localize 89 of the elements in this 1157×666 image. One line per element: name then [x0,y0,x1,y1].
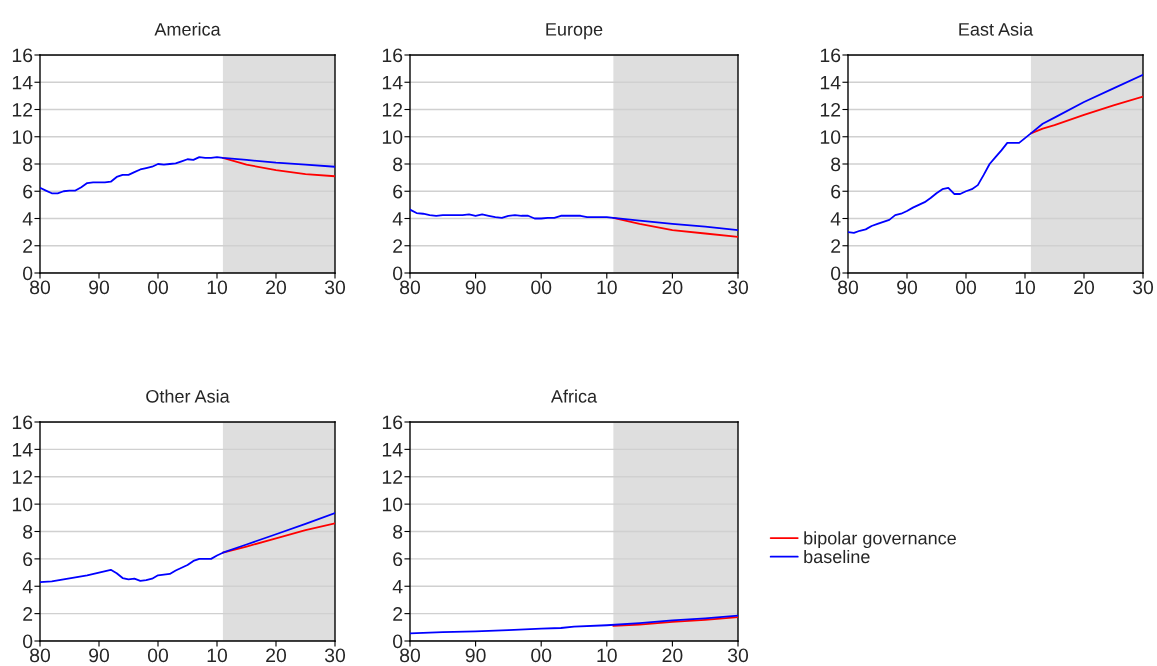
x-tick-label: 20 [662,648,683,663]
y-tick-label: 14 [382,443,403,457]
line-series [612,616,738,627]
y-tick-label: 0 [831,266,841,281]
x-tick-label: 20 [266,648,287,663]
line-series [1029,95,1143,135]
y-tick-label: 8 [393,524,403,539]
x-tick-label: 30 [727,648,749,663]
x-tick-label: 00 [147,280,169,295]
x-tick-label: 00 [955,280,977,295]
y-tick-label: 8 [23,524,33,539]
y-tick-label: 14 [382,75,403,90]
x-tick-label: 00 [531,280,552,295]
y-tick-label: 4 [830,212,841,226]
x-tick-label: 20 [662,280,683,295]
y-tick-label: 6 [393,184,403,199]
x-tick-label: 90 [897,280,918,295]
x-tick-label: 90 [89,280,110,295]
x-tick-label: 10 [597,280,617,295]
y-tick-label: 8 [831,157,841,172]
y-tick-label: 16 [820,48,841,63]
y-tick-label: 14 [12,75,33,90]
line-series [410,208,738,231]
y-tick-label: 12 [820,102,841,117]
x-tick-label: 30 [727,280,749,295]
y-tick-label: 12 [12,102,33,117]
y-tick-label: 8 [23,157,33,172]
y-tick-label: 6 [393,552,403,567]
y-tick-label: 2 [23,239,33,253]
x-tick-label: 00 [531,648,552,663]
y-tick-label: 16 [382,415,403,430]
x-tick-label: 80 [30,280,51,295]
y-tick-label: 2 [831,239,841,253]
x-tick-label: 90 [89,648,110,663]
line-series [40,156,335,195]
x-tick-label: 30 [324,280,346,295]
x-tick-label: 20 [1074,280,1095,295]
x-tick-label: 10 [597,648,617,663]
y-tick-label: 0 [393,634,403,649]
y-tick-label: 16 [12,415,33,430]
y-tick-label: 6 [23,184,33,199]
chart-title: Other Asia [146,389,230,403]
chart-title: America [154,22,221,36]
x-tick-label: 20 [266,280,287,295]
y-tick-label: 2 [393,607,403,621]
y-tick-label: 12 [382,102,403,117]
y-tick-label: 4 [22,579,33,594]
x-tick-label: 10 [207,648,228,663]
x-tick-label: 80 [30,648,51,663]
x-tick-label: 30 [1132,280,1154,295]
x-tick-label: 00 [147,648,169,663]
y-tick-label: 2 [23,607,33,621]
chart-title: Africa [550,389,598,403]
x-tick-label: 80 [400,280,421,295]
x-tick-label: 80 [838,280,859,295]
y-tick-label: 4 [392,579,403,594]
x-tick-label: 90 [465,648,486,663]
line-series [848,73,1143,234]
y-tick-label: 16 [382,48,403,63]
y-tick-label: 6 [23,552,33,567]
chart-title: Europe [546,23,603,40]
legend-label: bipolar governance [804,531,956,549]
y-tick-label: 10 [12,497,33,512]
x-tick-label: 10 [207,280,228,295]
x-tick-label: 90 [465,280,486,295]
x-tick-label: 80 [400,648,421,663]
y-tick-label: 12 [12,470,33,484]
y-tick-label: 10 [12,130,33,144]
y-tick-label: 16 [12,48,33,63]
y-tick-label: 4 [22,212,33,226]
y-tick-label: 10 [382,497,403,512]
y-tick-label: 0 [393,266,403,281]
y-tick-label: 4 [392,212,403,226]
x-tick-label: 10 [1015,280,1036,295]
line-series [410,614,738,635]
y-tick-label: 2 [393,239,403,253]
y-tick-label: 14 [12,443,33,457]
x-tick-label: 30 [324,648,346,663]
y-tick-label: 0 [23,266,33,281]
y-tick-label: 6 [831,184,841,199]
y-tick-label: 10 [820,130,841,144]
y-tick-label: 14 [820,75,841,90]
y-tick-label: 10 [382,130,403,144]
y-tick-label: 12 [382,470,403,484]
chart-title: East Asia [959,22,1034,36]
line-series [40,512,335,584]
y-tick-label: 0 [23,634,33,649]
legend-label: baseline [804,549,870,564]
y-tick-label: 8 [393,157,403,172]
